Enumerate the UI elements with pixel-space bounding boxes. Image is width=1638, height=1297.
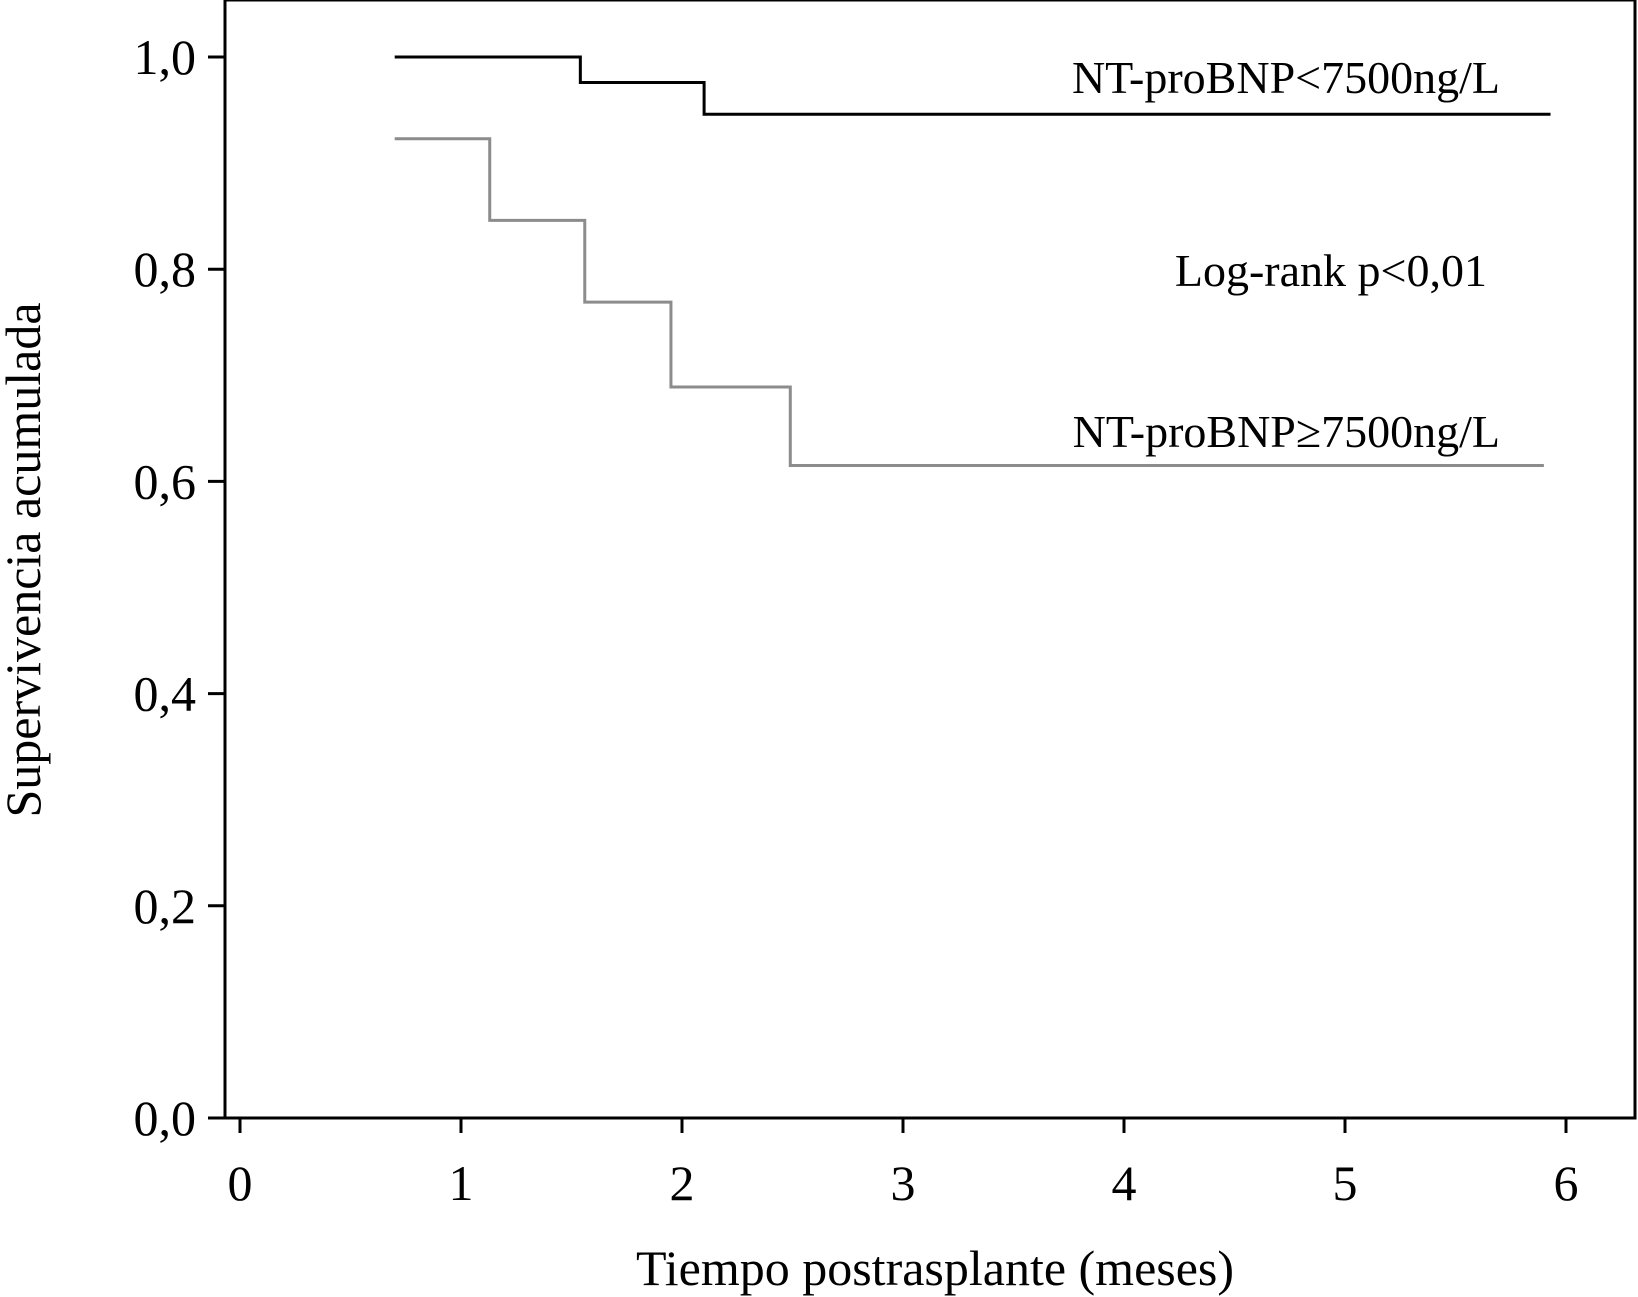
y-tick-label: 0,8 [134, 241, 197, 297]
survival-curve-0 [394, 55, 1551, 116]
series-layer [394, 55, 1551, 467]
x-tick-label: 0 [228, 1155, 253, 1211]
y-axis: 0,0 0,2 0,4 0,6 0,8 1,0 [134, 29, 225, 1146]
plot-frame [223, 0, 1637, 1120]
survival-curve-1 [394, 137, 1544, 467]
x-tick-label: 6 [1554, 1155, 1579, 1211]
y-tick-label: 0,0 [134, 1090, 197, 1146]
series-label-low: NT-proBNP<7500ng/L [1072, 52, 1500, 103]
series-label-high: NT-proBNP≥7500ng/L [1073, 406, 1500, 457]
x-tick-label: 5 [1333, 1155, 1358, 1211]
y-axis-title: Supervivencia acumulada [0, 302, 51, 817]
x-axis: 0 1 2 3 4 5 6 [228, 1118, 1579, 1211]
y-tick-label: 1,0 [134, 29, 197, 85]
y-tick-label: 0,4 [134, 666, 197, 722]
logrank-annotation: Log-rank p<0,01 [1175, 245, 1487, 296]
y-tick-label: 0,6 [134, 453, 197, 509]
x-tick-label: 4 [1112, 1155, 1137, 1211]
x-tick-label: 3 [891, 1155, 916, 1211]
x-tick-label: 2 [670, 1155, 695, 1211]
x-tick-label: 1 [449, 1155, 474, 1211]
y-tick-label: 0,2 [134, 878, 197, 934]
x-axis-title: Tiempo postrasplante (meses) [636, 1240, 1234, 1296]
